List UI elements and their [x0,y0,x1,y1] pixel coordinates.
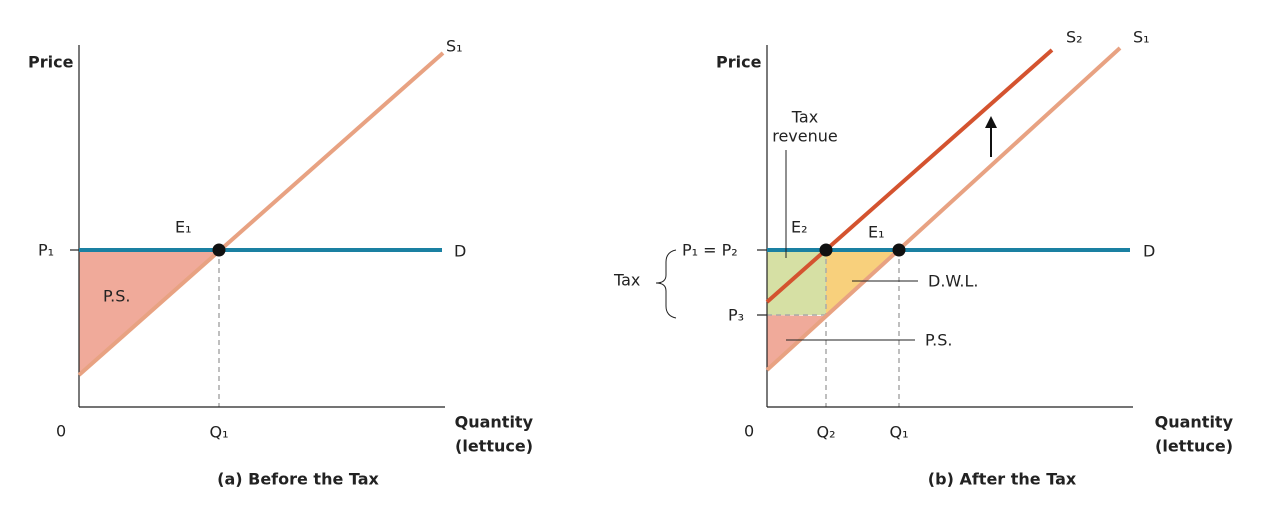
supply-label: S₁ [1133,28,1150,47]
x-axis-label: Quantity [455,413,534,432]
dwl-label: D.W.L. [928,272,978,291]
supply-line-taxed [765,48,1054,304]
x-axis-label: (lettuce) [1155,437,1233,456]
tax-label: Tax [613,271,640,290]
x-axis-label: Quantity [1155,413,1234,432]
arrow-head [985,116,997,128]
origin-label: 0 [56,422,66,441]
y-axis-label: Price [716,53,762,72]
tax-revenue-label: Tax [791,108,818,127]
supply-line [765,46,1122,372]
x-axis-label: (lettuce) [455,437,533,456]
quantity-label: Q₂ [816,423,835,442]
supply-label: S₂ [1066,28,1083,47]
equilibrium-point [212,243,226,257]
supply-label: S₁ [446,37,463,56]
price-label: P₃ [728,306,744,325]
equilibrium-label: E₁ [868,223,885,242]
equilibrium-label: E₂ [791,218,808,237]
price-label: P₁ = P₂ [682,241,738,260]
origin-label: 0 [744,422,754,441]
demand-label: D [1143,242,1155,261]
caption: (a) Before the Tax [217,470,379,489]
tax-brace [655,249,677,319]
demand-label: D [454,242,466,261]
price-label: P₁ [38,241,54,260]
caption: (b) After the Tax [928,470,1077,489]
quantity-label: Q₁ [889,423,908,442]
supply-line [77,51,445,377]
equilibrium-point [819,243,833,257]
tax-revenue-label: revenue [772,127,838,146]
surplus-label: P.S. [925,331,952,350]
quantity-label: Q₁ [209,423,228,442]
surplus-label: P.S. [103,287,130,306]
equilibrium-point [892,243,906,257]
y-axis-label: Price [28,53,74,72]
equilibrium-label: E₁ [175,218,192,237]
panel-b: Price P₁ = P₂ P₃ Tax Tax revenue E₂ E₁ D… [613,28,1234,489]
panel-a: Price P₁ E₁ D S₁ P.S. 0 Q₁ Quantity (let… [28,37,534,489]
